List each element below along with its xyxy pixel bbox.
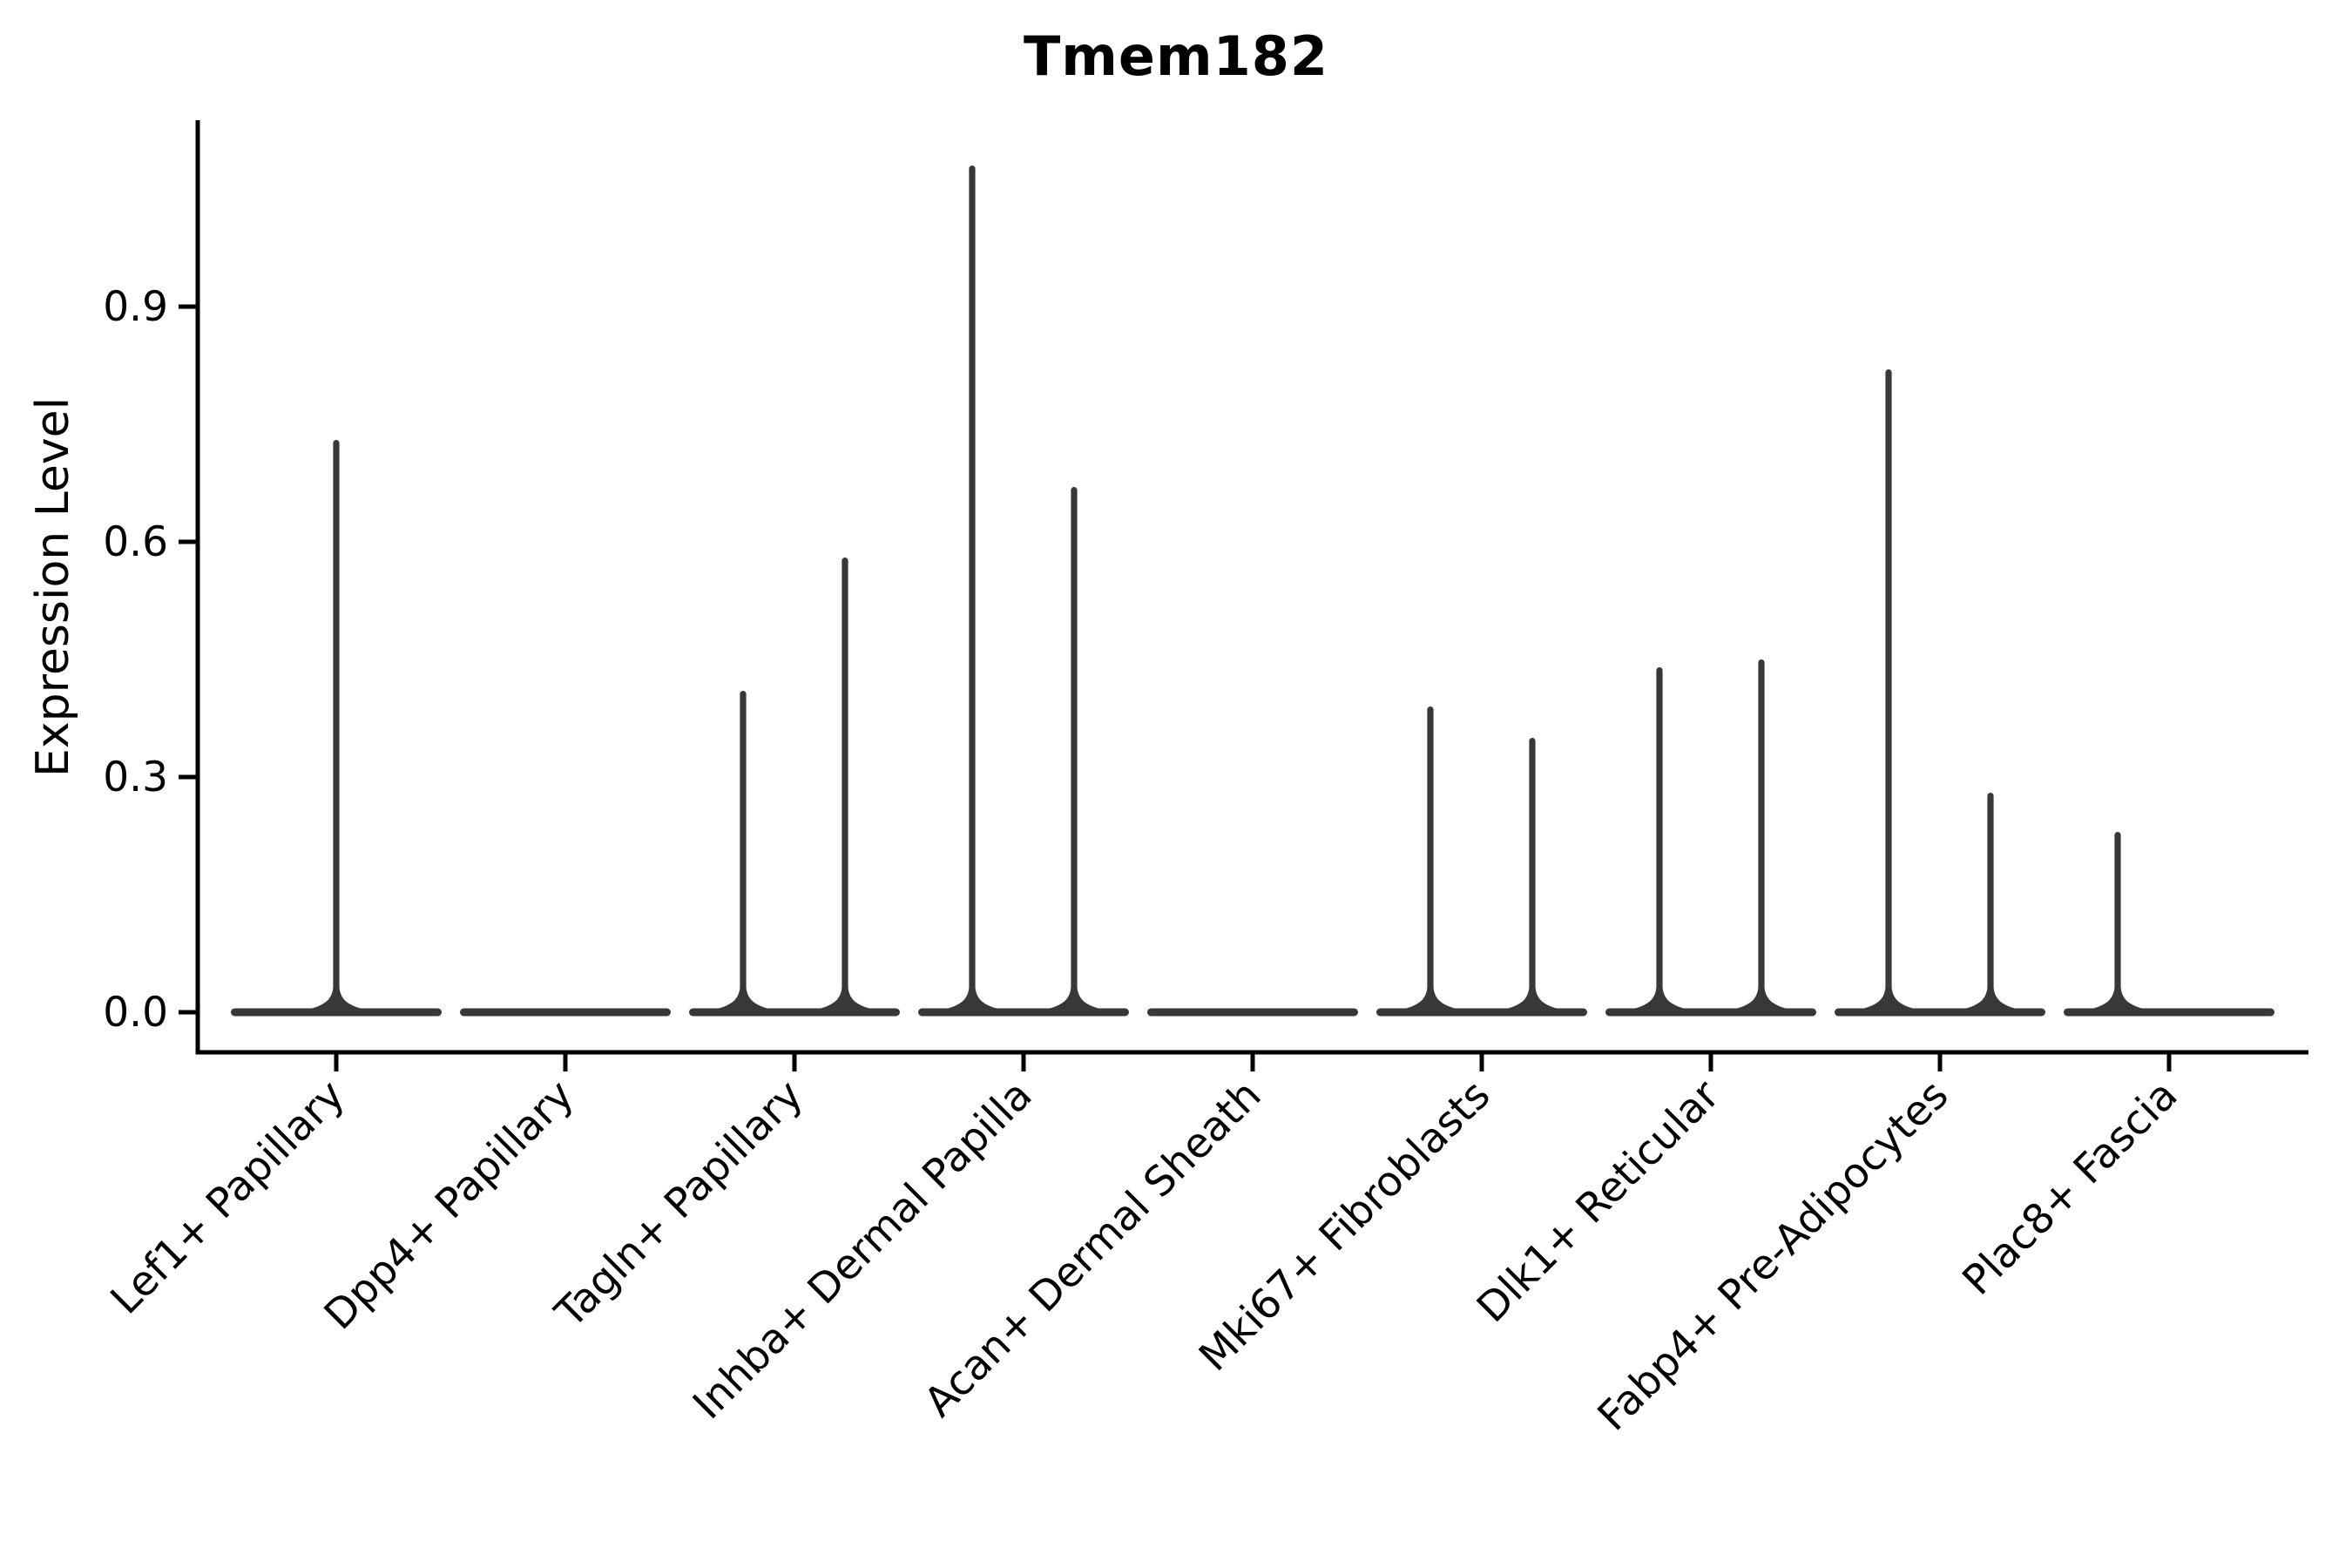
violin-spike [1489, 738, 1576, 1012]
violin-layer [231, 166, 2274, 1017]
violin-spike [929, 166, 1016, 1012]
x-tick-label: Dpp4+ Papillary [315, 1071, 584, 1340]
x-tick-label: Plac8+ Fascia [1954, 1071, 2187, 1305]
axes-layer [179, 120, 2308, 1071]
violin [460, 1008, 671, 1017]
violin-baseline [1835, 1008, 2045, 1017]
violin [918, 166, 1129, 1017]
violin [1147, 1008, 1358, 1017]
violin-spike [1387, 706, 1474, 1012]
violin-spike [1616, 667, 1703, 1012]
violin-spike [1031, 487, 1118, 1012]
y-tick-label: 0.6 [103, 518, 168, 566]
violin [1376, 706, 1587, 1017]
violin-spike [1947, 792, 2034, 1012]
violin-spike [801, 558, 889, 1012]
violin-spike [1845, 368, 1932, 1013]
x-tick-label: Lef1+ Papillary [102, 1071, 355, 1324]
x-tick-label: Dlk1+ Reticular [1468, 1071, 1729, 1332]
violin-baseline [231, 1008, 442, 1017]
y-tick-label: 0.0 [103, 989, 168, 1037]
violin-spike [700, 691, 787, 1012]
violin-baseline [1376, 1008, 1587, 1017]
violin-baseline [460, 1008, 671, 1017]
violin-baseline [918, 1008, 1129, 1017]
violin-baseline [2064, 1008, 2274, 1017]
violin-spike [293, 439, 380, 1012]
y-tick-label: 0.9 [103, 283, 168, 331]
violin-spike [1718, 659, 1805, 1012]
violin-baseline [1147, 1008, 1358, 1017]
violin [1835, 368, 2045, 1017]
chart-title: Tmem182 [1024, 24, 1328, 88]
violin-spike [2074, 831, 2161, 1012]
violin-baseline [689, 1008, 900, 1017]
violin-baseline [1605, 1008, 1816, 1017]
violin [1605, 659, 1816, 1017]
violin [689, 558, 900, 1017]
y-axis-label: Expression Level [27, 397, 79, 777]
violin [2064, 831, 2274, 1017]
x-tick-label: Tagln+ Papillary [546, 1071, 813, 1338]
violin [231, 439, 442, 1017]
y-tick-label: 0.3 [103, 754, 168, 801]
